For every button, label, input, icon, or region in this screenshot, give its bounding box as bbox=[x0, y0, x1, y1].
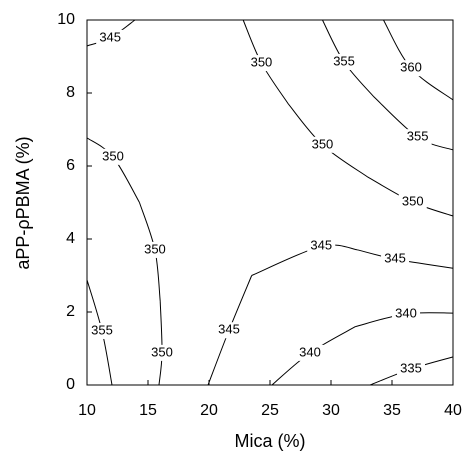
contour-label: 355 bbox=[91, 322, 113, 337]
x-tick-label: 40 bbox=[444, 402, 462, 419]
contour-label: 350 bbox=[144, 241, 166, 256]
contour-label: 340 bbox=[395, 305, 417, 320]
contour-label: 345 bbox=[384, 251, 406, 266]
contour-label-bg bbox=[403, 129, 432, 146]
contour-label-bg bbox=[392, 305, 421, 322]
contour-label-bg bbox=[247, 55, 276, 72]
x-axis-label: Mica (%) bbox=[235, 431, 306, 451]
contour-label-bg bbox=[307, 238, 336, 255]
y-tick-label: 10 bbox=[57, 11, 75, 28]
contour-label-bg bbox=[308, 136, 337, 153]
contour-label: 345 bbox=[310, 238, 332, 253]
plot-frame bbox=[86, 19, 454, 386]
contour-label: 345 bbox=[218, 322, 240, 337]
y-tick-label: 0 bbox=[66, 376, 75, 393]
contour-line bbox=[251, 244, 358, 276]
contour-label-bg bbox=[215, 322, 244, 339]
contour-label: 350 bbox=[312, 136, 334, 151]
x-tick-label: 25 bbox=[261, 402, 279, 419]
contour-label-bg bbox=[88, 322, 117, 339]
contour-label-bg bbox=[397, 60, 426, 77]
contour-label: 355 bbox=[407, 129, 429, 144]
y-axis-label: aPP-ρPBMA (%) bbox=[13, 136, 33, 269]
contour-label: 360 bbox=[400, 60, 422, 75]
contour-label-bg bbox=[330, 53, 359, 70]
contour-label-bg bbox=[296, 344, 325, 361]
x-tick-label: 15 bbox=[139, 402, 157, 419]
x-tick-label: 10 bbox=[78, 402, 96, 419]
contour-label: 355 bbox=[333, 53, 355, 68]
contour-label-bg bbox=[398, 194, 427, 211]
x-tick-label: 20 bbox=[200, 402, 218, 419]
contour-label: 350 bbox=[402, 194, 424, 209]
contour-label-bg bbox=[140, 241, 169, 258]
contour-label-bg bbox=[381, 251, 410, 268]
contour-label-bg bbox=[98, 148, 127, 165]
y-tick-label: 8 bbox=[66, 84, 75, 101]
contour-label: 340 bbox=[299, 344, 321, 359]
contour-label-bg bbox=[96, 29, 125, 46]
y-tick-label: 4 bbox=[66, 230, 75, 247]
contour-line bbox=[158, 301, 163, 386]
y-tick-label: 2 bbox=[66, 303, 75, 320]
contour-label: 350 bbox=[102, 148, 124, 163]
contour-label-bg bbox=[397, 360, 426, 377]
x-tick-label: 30 bbox=[322, 402, 340, 419]
contour-label: 350 bbox=[251, 55, 273, 70]
contour-label: 335 bbox=[400, 360, 422, 375]
y-tick-label: 6 bbox=[66, 157, 75, 174]
contour-label: 345 bbox=[99, 29, 121, 44]
contour-label: 350 bbox=[151, 344, 173, 359]
contour-label-bg bbox=[148, 344, 177, 361]
x-tick-label: 35 bbox=[383, 402, 401, 419]
